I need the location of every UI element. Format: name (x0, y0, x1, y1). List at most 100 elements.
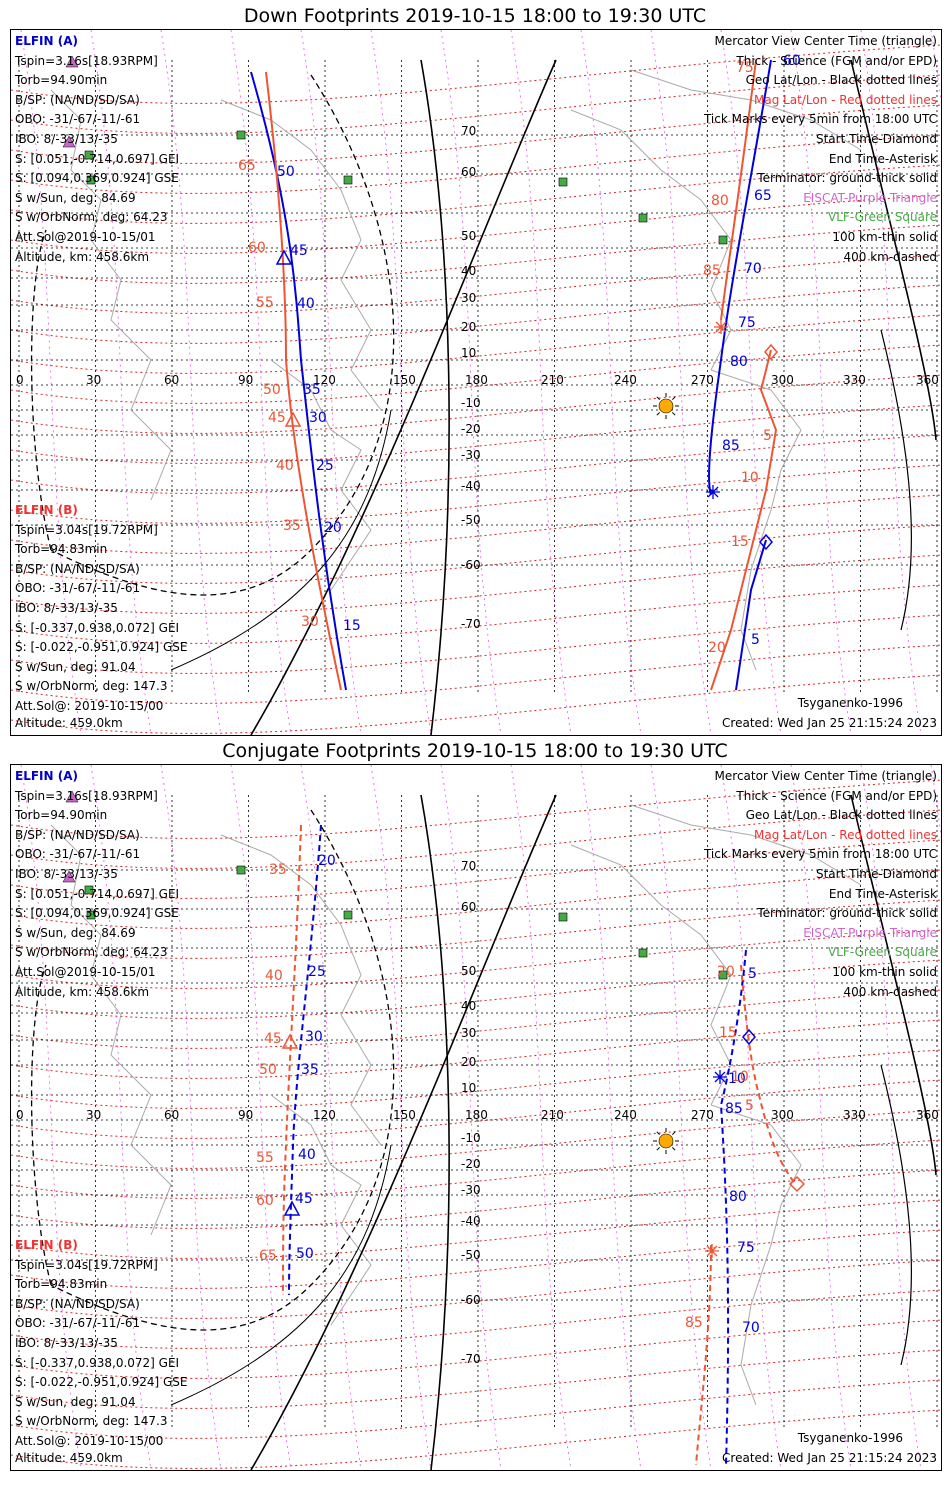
elfin-a-line: Altitude, km: 458.6km (15, 249, 150, 264)
elfin-a-line: S: [0.051,-0.714,0.697] GEI (15, 151, 180, 166)
coastline (50, 824, 172, 1236)
vlf-square-icon (343, 175, 353, 185)
mag-longitude-line (860, 765, 922, 1470)
legend: Mercator View Center Time (triangle) Thi… (704, 767, 937, 1002)
map-panel-conjugate: 0 30 60 90 120 150 180 210 240 270 300 330 360 70 60 50… (10, 764, 942, 1471)
longitude-label: 270 (691, 373, 714, 387)
mag-longitude-line (160, 765, 222, 1470)
latitude-label: 50 (461, 964, 476, 978)
longitude-label: 90 (238, 373, 253, 387)
terminator-ground (850, 794, 937, 1176)
longitude-label: 30 (86, 1108, 101, 1122)
coastline (710, 369, 802, 671)
longitude-label: 330 (843, 373, 866, 387)
mag-longitude-line (510, 765, 572, 1470)
start-diamond-icon (742, 1028, 756, 1046)
elfin-a-line: Att.Sol@2019-10-15/01 (15, 229, 156, 244)
terminator-ground (420, 794, 450, 1470)
longitude-label: 240 (614, 1108, 637, 1122)
latitude-label: 10 (461, 1081, 476, 1095)
vlf-square-icon (718, 970, 728, 980)
elfin-a-tick-label: 50 (277, 164, 295, 180)
legend-item: Start Time-Diamond (815, 131, 937, 146)
longitude-label: 240 (614, 373, 637, 387)
coastline (270, 1094, 372, 1326)
start-diamond-icon (764, 343, 778, 361)
mag-latitude-line (11, 809, 941, 869)
elfin-a-line: Tspin=3.16s[18.93RPM] (15, 788, 158, 803)
mag-latitude-line (11, 1349, 941, 1409)
coastline (270, 359, 372, 591)
vlf-square-icon (558, 177, 568, 187)
mag-longitude-line (510, 30, 572, 735)
panel-title-down: Down Footprints 2019-10-15 18:00 to 19:3… (243, 5, 707, 27)
mag-latitude-line (11, 554, 941, 614)
elfin-a-line: S: [0.051,-0.714,0.697] GEI (15, 886, 180, 901)
elfin-a-line: OBO: -31/-67/-11/-61 (15, 847, 141, 862)
latitude-label: 40 (461, 999, 476, 1013)
elfin-b-info: ELFIN (B) Tspin=3.04s[19.72RPM] Torb=94.… (15, 501, 188, 717)
elfin-a-track (719, 949, 747, 1466)
mag-latitude-line (11, 464, 941, 524)
mag-longitude-line (440, 765, 502, 1470)
elfin-a-tick-label: 65 (754, 188, 772, 204)
eiscat-triangle-icon (65, 790, 79, 803)
mag-latitude-line (11, 1319, 941, 1379)
coastline (220, 834, 382, 1146)
elfin-a-line: S w/OrbNorm, deg: 64.23 (15, 210, 168, 225)
legend-item: VLF-Green Square (828, 210, 937, 225)
mag-latitude-line (11, 314, 941, 374)
mag-latitude-line (11, 224, 941, 284)
legend: Mercator View Center Time (triangle) Thi… (704, 32, 937, 267)
elfin-b-line: OBO: -31/-67/-11/-61 (15, 581, 141, 596)
elfin-b-tick-label: 30 (301, 614, 319, 630)
orbit-400km-dashed (50, 74, 395, 596)
elfin-a-info: ELFIN (A) Tspin=3.16s[18.93RPM] Torb=94.… (15, 767, 179, 1002)
elfin-b-line: B/SP: (NA/ND/SD/SA) (15, 1296, 140, 1311)
elfin-a-tick-label: 80 (729, 1189, 747, 1205)
orbit-400km-dashed (30, 229, 52, 551)
elfin-a-tick-label: 40 (297, 296, 315, 312)
elfin-b-tick-label: 85 (685, 1315, 703, 1331)
longitude-label: 300 (771, 373, 794, 387)
latitude-label: -60 (461, 558, 481, 572)
latitude-label: 60 (461, 165, 476, 179)
elfin-b-line: Torb=94.83min (15, 1277, 108, 1292)
map-canvas: 0 30 60 90 120 150 180 210 240 270 300 330 360 70 60 50… (11, 765, 941, 1470)
elfin-a-tick-label: 40 (298, 1147, 316, 1163)
elfin-b-line: S: [-0.022,-0.951,0.924] GSE (15, 1375, 188, 1390)
coastline (570, 844, 732, 1106)
legend-item: End Time-Asterisk (828, 886, 937, 901)
mag-longitude-line (90, 765, 152, 1470)
mag-latitude-line (11, 869, 941, 929)
elfin-b-line: B/SP: (NA/ND/SD/SA) (15, 561, 140, 576)
center-time-triangle-icon (284, 411, 302, 427)
latitude-label: -20 (461, 422, 481, 436)
elfin-b-track (740, 964, 797, 1186)
elfin-b-track (282, 824, 302, 1296)
elfin-b-tick-label: 75 (736, 60, 754, 76)
longitude-label: 300 (771, 1108, 794, 1122)
elfin-b-track (710, 349, 778, 691)
elfin-a-tick-label: 5 (748, 966, 757, 982)
longitude-label: 270 (691, 1108, 714, 1122)
elfin-a-track (735, 539, 767, 691)
elfin-a-tick-label: 70 (742, 1320, 760, 1336)
elfin-b-tick-label: 45 (264, 1031, 282, 1047)
elfin-a-tick-label: 50 (296, 1246, 314, 1262)
longitude-label: 180 (465, 1108, 488, 1122)
legend-item: Geo Lat/Lon - Black dotted lines (745, 73, 937, 88)
longitude-label: 90 (238, 1108, 253, 1122)
mag-latitude-line (11, 899, 941, 959)
elfin-b-line: S w/OrbNorm, deg: 147.3 (15, 1414, 168, 1429)
elfin-b-line: S w/Sun, deg: 91.04 (15, 1394, 136, 1409)
mag-longitude-line (790, 765, 852, 1470)
elfin-a-tick-label: 15 (343, 618, 361, 634)
vlf-square-icon (236, 865, 246, 875)
elfin-a-line: S w/Sun, deg: 84.69 (15, 190, 136, 205)
sun-ray (672, 1147, 676, 1151)
orbit-400km-dashed (30, 964, 52, 1286)
elfin-b-tick-label: 10 (741, 470, 759, 486)
elfin-a-line: Att.Sol@2019-10-15/01 (15, 964, 156, 979)
coastline (50, 89, 172, 501)
